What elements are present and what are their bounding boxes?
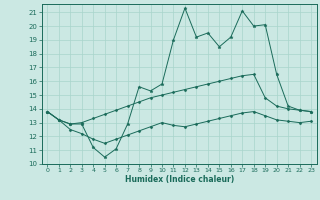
- X-axis label: Humidex (Indice chaleur): Humidex (Indice chaleur): [124, 175, 234, 184]
